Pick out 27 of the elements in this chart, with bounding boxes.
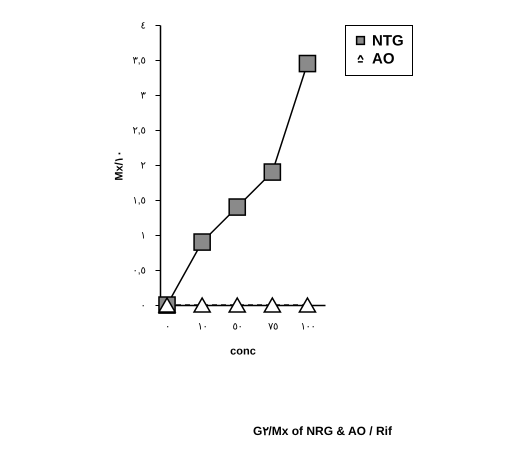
x-tick-label: ١٠ bbox=[198, 322, 208, 332]
y-tick-label: ٢ bbox=[140, 160, 146, 172]
point bbox=[298, 297, 316, 313]
legend-label: NTG bbox=[372, 32, 404, 50]
point bbox=[193, 297, 211, 313]
text: G٢/Mx of NRG & AO / Rif bbox=[253, 424, 393, 438]
point bbox=[298, 54, 316, 72]
x-tick-label: ١٠٠ bbox=[300, 322, 316, 332]
y-tick-label: ١,٥ bbox=[132, 196, 146, 206]
y-axis-title: Mx/١٠ bbox=[114, 150, 126, 181]
y-tick-label: ٣ bbox=[140, 90, 146, 102]
y-tick-label: ١ bbox=[140, 230, 146, 242]
y-tick-label: ٣,٥ bbox=[132, 56, 146, 66]
point bbox=[228, 198, 246, 216]
point bbox=[264, 163, 282, 181]
point bbox=[264, 297, 282, 313]
y-tick-label: ٠ bbox=[140, 300, 146, 312]
x-tick-label: ٥٠ bbox=[232, 322, 243, 332]
y-tick-label: ٢,٥ bbox=[132, 126, 146, 136]
point bbox=[193, 233, 211, 251]
y-tick-label: ٤ bbox=[140, 20, 146, 32]
x-axis-title: conc bbox=[230, 346, 256, 358]
legend-label: AO bbox=[372, 50, 395, 68]
point bbox=[228, 297, 246, 313]
x-tick-label: ٠ bbox=[165, 322, 170, 332]
y-tick-label: ٠,٥ bbox=[132, 266, 146, 276]
x-tick-label: ٧٥ bbox=[268, 322, 278, 332]
